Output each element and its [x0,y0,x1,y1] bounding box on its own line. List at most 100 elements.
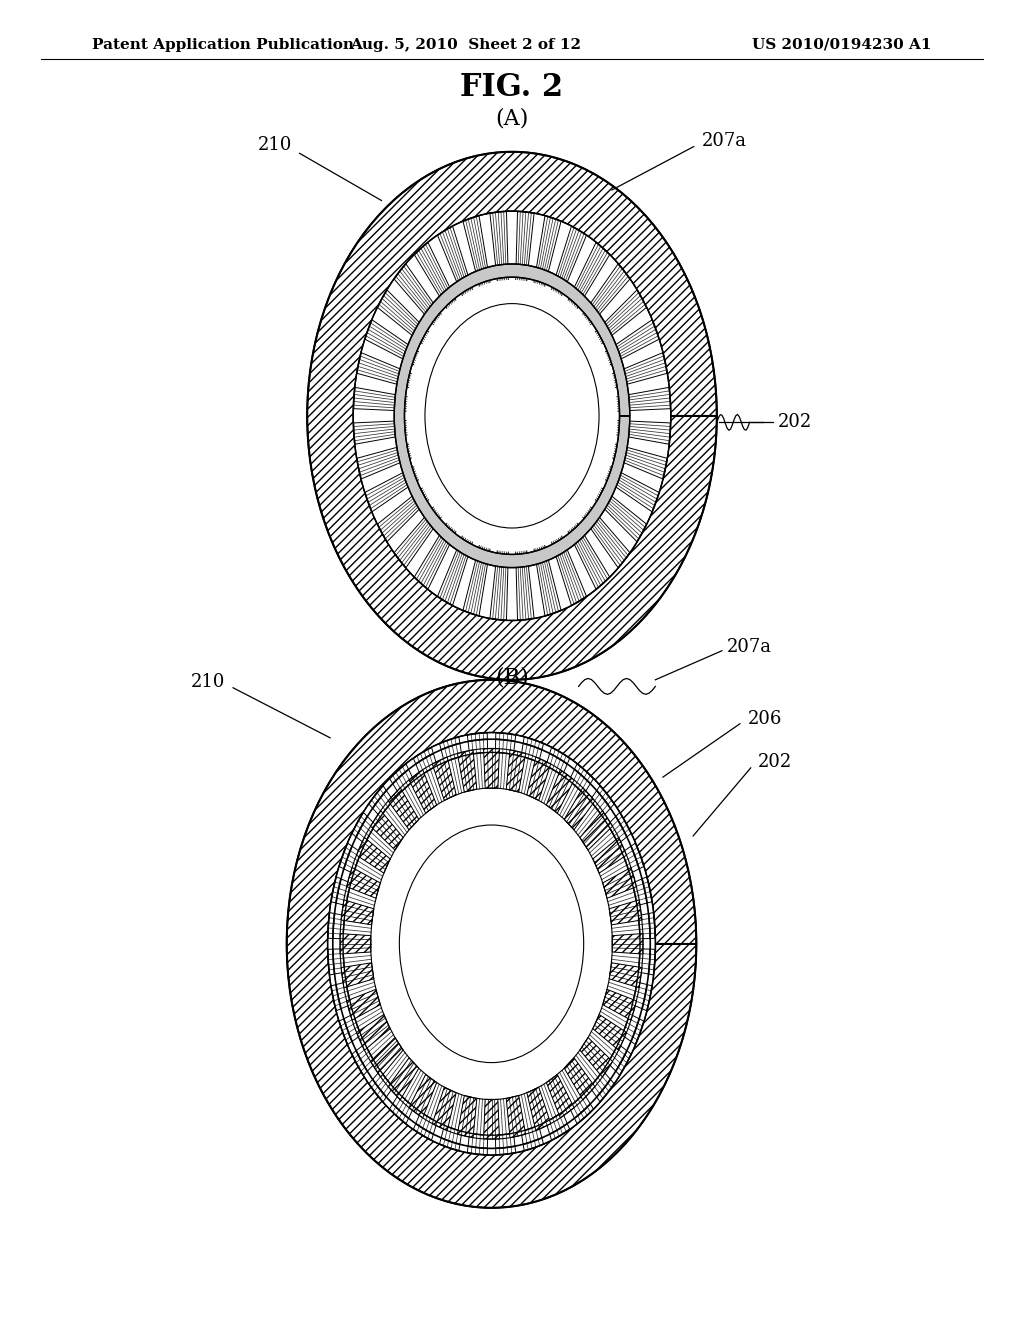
Text: 206: 206 [748,710,782,729]
Polygon shape [307,152,717,680]
Polygon shape [565,255,618,333]
Polygon shape [428,511,471,597]
Polygon shape [582,1040,620,1084]
Polygon shape [529,1089,552,1144]
Polygon shape [597,374,669,400]
Polygon shape [336,866,379,895]
Polygon shape [406,758,434,810]
Circle shape [402,829,581,1059]
Polygon shape [459,735,474,791]
Polygon shape [333,739,650,1148]
Polygon shape [549,758,578,810]
Polygon shape [553,235,596,321]
Polygon shape [340,933,371,954]
Polygon shape [524,214,545,306]
Polygon shape [610,902,653,921]
Polygon shape [529,743,552,799]
Polygon shape [603,867,637,899]
Text: 207a: 207a [701,132,746,150]
Polygon shape [547,1074,574,1118]
Text: (A): (A) [496,108,528,129]
Polygon shape [287,680,696,1208]
Polygon shape [582,804,620,847]
Polygon shape [586,469,652,524]
Text: 213: 213 [500,957,535,975]
Polygon shape [356,1015,390,1051]
Polygon shape [580,1038,612,1077]
Polygon shape [586,308,652,363]
Polygon shape [406,499,459,577]
Polygon shape [593,837,627,873]
Polygon shape [487,733,496,788]
Text: Aug. 5, 2010  Sheet 2 of 12: Aug. 5, 2010 Sheet 2 of 12 [350,38,582,51]
Polygon shape [483,748,500,788]
Polygon shape [509,735,524,791]
Polygon shape [371,810,403,850]
Text: 207a: 207a [727,638,772,656]
Polygon shape [453,222,485,312]
Polygon shape [604,993,647,1022]
Polygon shape [553,511,596,597]
Polygon shape [355,374,427,400]
Polygon shape [330,966,373,986]
Polygon shape [328,939,371,949]
Polygon shape [371,1038,403,1077]
Text: 210: 210 [257,136,292,154]
Polygon shape [372,469,438,524]
Polygon shape [341,900,374,925]
Polygon shape [580,810,612,850]
Polygon shape [383,779,417,828]
Polygon shape [577,484,637,553]
Polygon shape [479,214,500,306]
Polygon shape [432,756,457,800]
Polygon shape [610,966,653,986]
Polygon shape [593,339,663,381]
Polygon shape [409,770,436,813]
Polygon shape [347,1018,388,1055]
Polygon shape [565,499,618,577]
Polygon shape [361,339,431,381]
Polygon shape [431,1089,454,1144]
Polygon shape [346,989,380,1020]
Polygon shape [612,933,643,954]
Polygon shape [330,902,373,921]
Polygon shape [595,833,636,870]
Text: FIG. 2: FIG. 2 [461,71,563,103]
Polygon shape [524,525,545,618]
Polygon shape [388,788,419,830]
Polygon shape [347,833,388,870]
Polygon shape [597,432,669,458]
Polygon shape [394,264,630,568]
Polygon shape [388,1057,419,1100]
Polygon shape [547,770,574,813]
Polygon shape [509,1097,524,1152]
Polygon shape [595,1018,636,1055]
Polygon shape [609,900,642,925]
Polygon shape [566,1060,600,1109]
Polygon shape [458,750,477,792]
Polygon shape [603,989,637,1020]
Text: 202: 202 [778,413,812,432]
Polygon shape [506,750,525,792]
Polygon shape [599,409,671,422]
Polygon shape [604,866,647,895]
Polygon shape [361,450,431,492]
Polygon shape [577,279,637,347]
Polygon shape [539,222,571,312]
Polygon shape [353,409,425,422]
Polygon shape [336,993,379,1022]
Polygon shape [356,837,390,873]
Polygon shape [458,1096,477,1138]
Polygon shape [609,962,642,987]
Polygon shape [507,211,517,304]
Polygon shape [506,1096,525,1138]
Polygon shape [539,520,571,610]
Polygon shape [526,756,551,800]
Polygon shape [483,1100,500,1139]
Circle shape [407,280,617,552]
Text: Patent Application Publication: Patent Application Publication [92,38,354,51]
Polygon shape [566,779,600,828]
Text: 202: 202 [758,752,792,771]
Polygon shape [612,939,655,949]
Polygon shape [549,1077,578,1130]
